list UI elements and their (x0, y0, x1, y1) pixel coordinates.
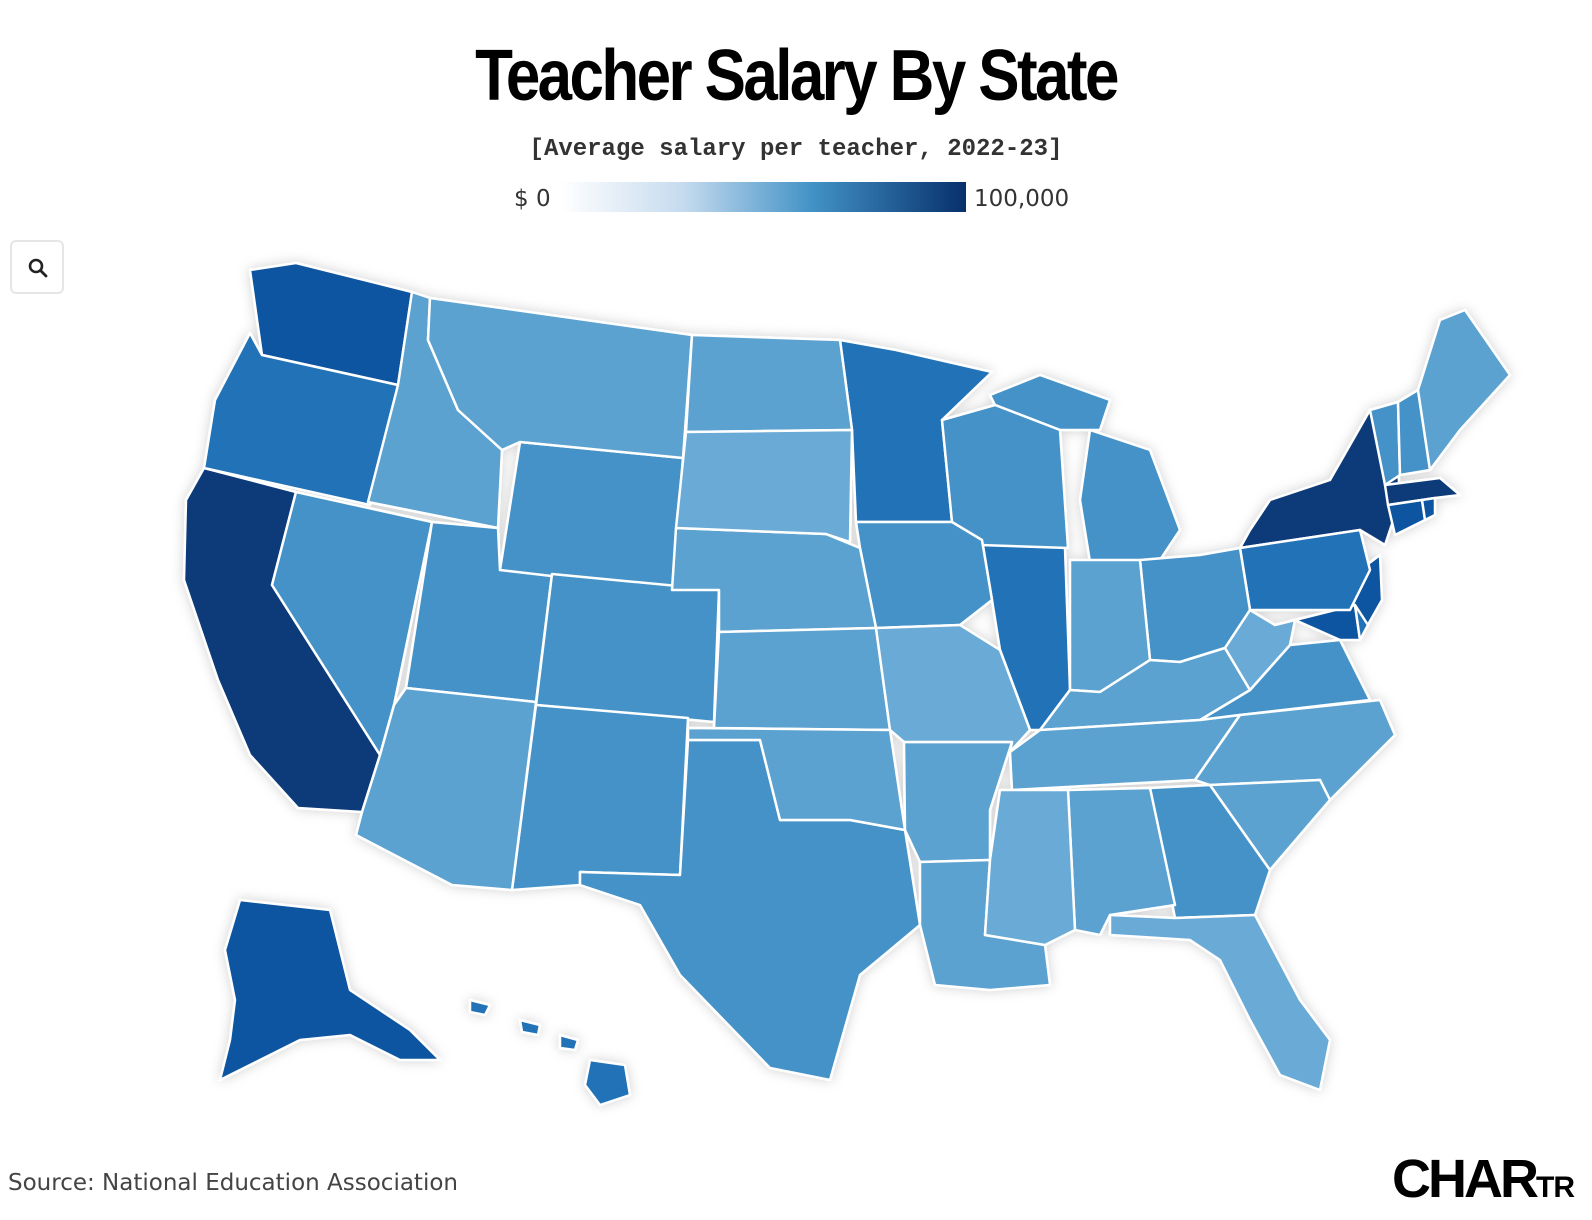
chart-subtitle: [Average salary per teacher, 2022-23] (529, 136, 1063, 163)
state-sd[interactable] (674, 428, 854, 544)
legend-gradient-bar (561, 182, 966, 212)
state-il[interactable] (980, 538, 1072, 732)
state-ks[interactable] (712, 626, 892, 732)
state-de[interactable] (1353, 603, 1370, 642)
legend-max-label: 100,000 (974, 186, 1070, 212)
chart-title: Teacher Salary By State (475, 36, 1119, 116)
logo-tail: TR (1536, 1171, 1575, 1204)
logo-main: CHAR (1392, 1149, 1539, 1209)
state-wy[interactable] (498, 440, 685, 592)
state-mo[interactable] (874, 623, 1032, 754)
chartr-logo: CHARTR (1392, 1149, 1575, 1209)
state-wv[interactable] (1223, 608, 1297, 692)
zoom-search-button[interactable] (10, 240, 64, 294)
state-ia[interactable] (854, 520, 994, 630)
state-ok[interactable] (686, 726, 907, 832)
legend-min-label: $ 0 (514, 186, 551, 212)
state-ct[interactable] (1386, 498, 1427, 537)
state-or[interactable] (202, 331, 400, 507)
state-ma[interactable] (1383, 476, 1462, 507)
state-nm[interactable] (510, 703, 690, 892)
state-nd[interactable] (684, 333, 854, 434)
state-sc[interactable] (1208, 778, 1332, 872)
state-ak[interactable] (218, 898, 442, 1082)
state-az[interactable] (354, 686, 538, 892)
source-note: Source: National Education Association (8, 1170, 458, 1196)
state-ri[interactable] (1420, 496, 1437, 522)
state-hi[interactable] (468, 998, 632, 1107)
state-co[interactable] (534, 572, 721, 724)
color-legend: $ 0 100,000 (0, 182, 1592, 214)
state-me[interactable] (1416, 308, 1512, 472)
state-ms[interactable] (983, 788, 1077, 947)
state-fl[interactable] (1108, 913, 1332, 1092)
search-icon (28, 258, 48, 278)
